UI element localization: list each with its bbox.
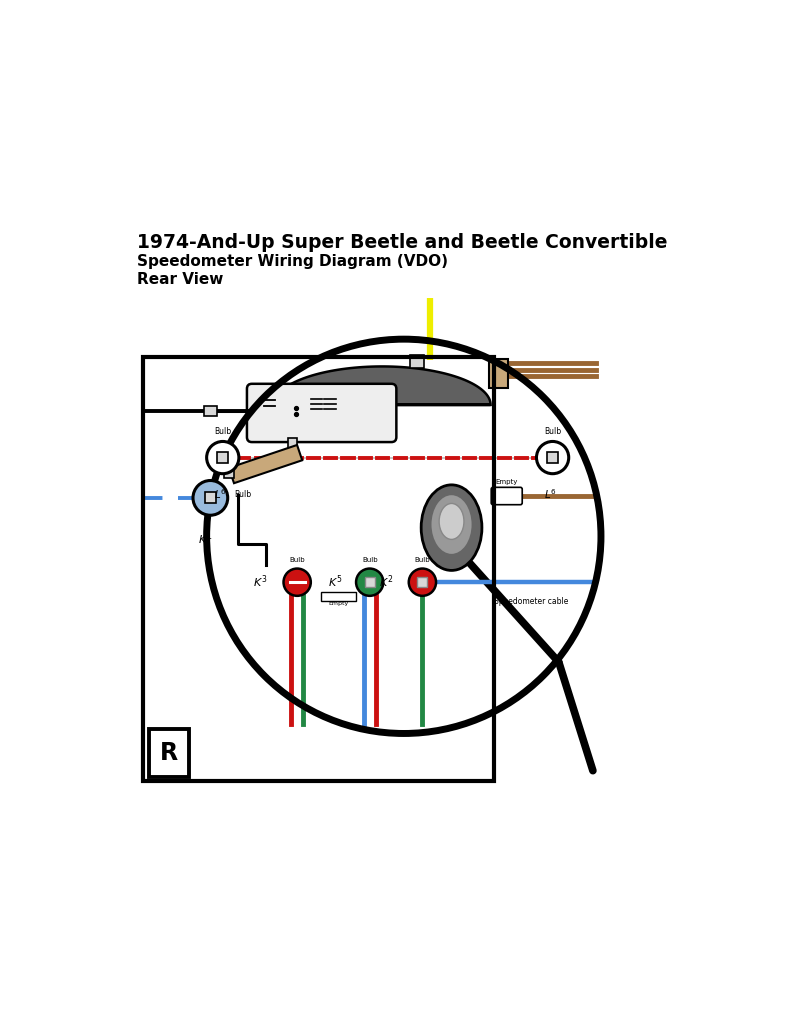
Text: $L^6$: $L^6$ [214, 486, 226, 501]
Bar [418, 578, 427, 587]
Bar [365, 578, 374, 587]
Text: Bulb: Bulb [362, 557, 378, 563]
Text: $K^2$: $K^2$ [379, 573, 394, 591]
Circle shape [283, 568, 310, 596]
Text: Speedometer cable: Speedometer cable [494, 597, 568, 605]
Bar [224, 469, 234, 478]
Text: R: R [160, 741, 178, 765]
Text: $K^1$: $K^1$ [198, 530, 213, 546]
Text: Bulb: Bulb [214, 426, 231, 436]
Text: $K^3$: $K^3$ [254, 573, 268, 591]
Text: 1974-And-Up Super Beetle and Beetle Convertible: 1974-And-Up Super Beetle and Beetle Conv… [138, 233, 668, 252]
Polygon shape [229, 445, 302, 483]
Text: Bulb: Bulb [234, 490, 251, 499]
Text: Rear View: Rear View [138, 271, 223, 287]
Bar [490, 359, 508, 387]
Text: $L^6$: $L^6$ [544, 486, 557, 501]
Ellipse shape [439, 503, 464, 539]
Circle shape [193, 480, 228, 515]
Bar [205, 493, 216, 503]
Circle shape [287, 453, 297, 463]
Ellipse shape [421, 484, 482, 570]
Bar [289, 438, 297, 456]
Circle shape [356, 568, 383, 596]
Bar [143, 356, 494, 781]
Bar [217, 452, 228, 463]
Bar [410, 355, 424, 367]
Bar [547, 452, 558, 463]
Polygon shape [274, 366, 490, 405]
Ellipse shape [430, 494, 473, 555]
Text: $K^5$: $K^5$ [329, 573, 342, 591]
Text: Empty: Empty [329, 600, 349, 605]
Text: Bulb: Bulb [544, 426, 561, 436]
Text: Speedometer Wiring Diagram (VDO): Speedometer Wiring Diagram (VDO) [138, 255, 448, 269]
Text: Empty: Empty [495, 479, 518, 484]
FancyBboxPatch shape [247, 384, 396, 442]
Text: Bulb: Bulb [414, 557, 430, 563]
Bar [204, 406, 217, 416]
Bar [149, 729, 190, 777]
Circle shape [206, 442, 239, 474]
Text: Bulb: Bulb [290, 557, 305, 563]
Circle shape [409, 568, 436, 596]
Circle shape [203, 335, 605, 737]
FancyBboxPatch shape [491, 487, 522, 505]
Bar [322, 592, 356, 600]
Circle shape [537, 442, 569, 474]
